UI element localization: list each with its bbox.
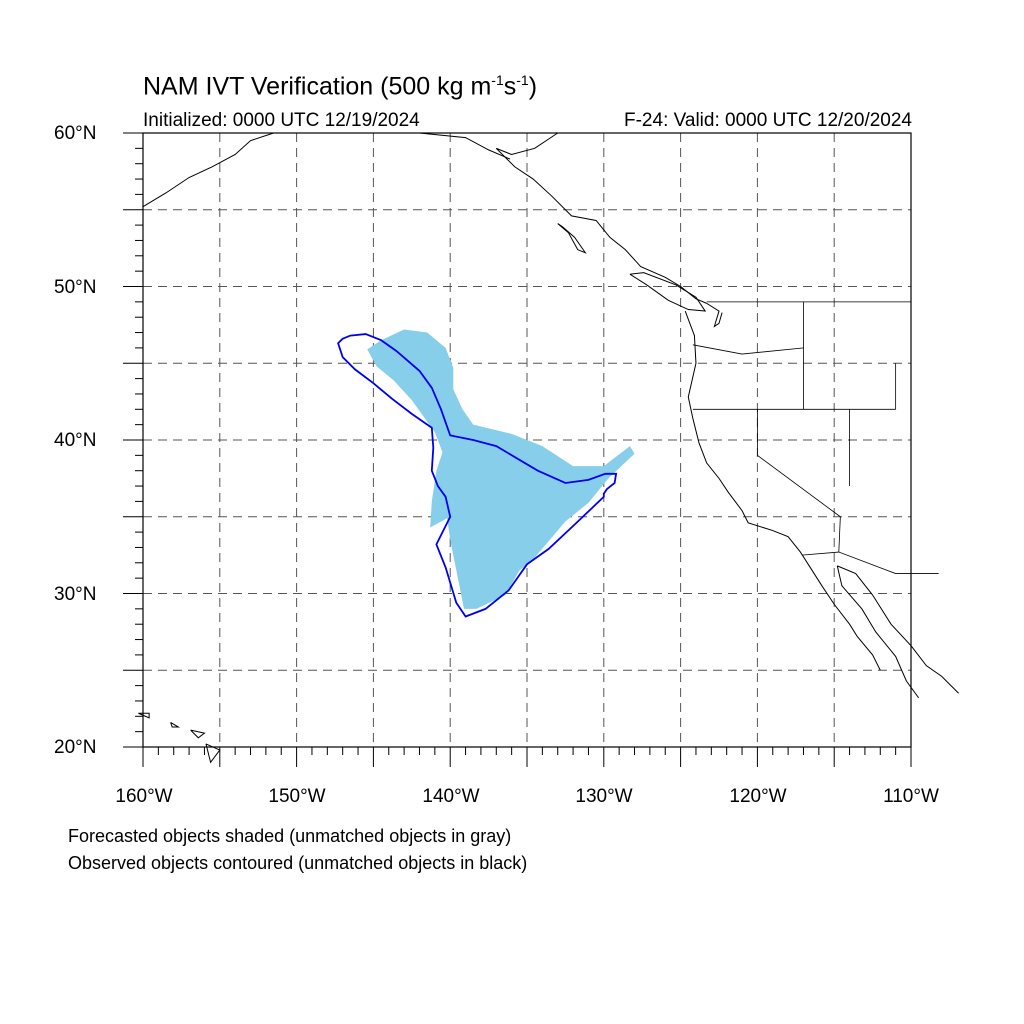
lon-label-160w: 160°W [115,786,173,807]
chart-title: NAM IVT Verification (500 kg m-1s-1) [143,72,538,101]
valid-time-label: F-24: Valid: 0000 UTC 12/20/2024 [624,110,912,131]
coastline-segment [170,722,181,728]
political-border [801,551,939,574]
lat-label-30: 30°N [54,584,97,605]
political-border [692,301,804,355]
axis-ticks [123,132,912,767]
lat-label-60: 60°N [54,123,97,144]
coastline-segment [190,729,206,739]
lat-label-20: 20°N [54,737,97,758]
coastline-segment [495,132,707,304]
init-time-label: Initialized: 0000 UTC 12/19/2024 [143,110,420,131]
coastlines [138,132,959,764]
lat-label-40: 40°N [54,430,97,451]
coastline-segment [836,565,920,699]
lon-label-140w: 140°W [422,786,480,807]
lon-label-130w: 130°W [575,786,633,807]
coastline-segment [142,132,274,208]
observed-legend-note: Observed objects contoured (unmatched ob… [68,853,528,873]
coastline-segment [557,223,587,254]
lon-label-110w: 110°W [883,786,939,807]
lon-label-120w: 120°W [729,786,787,807]
coastline-segment [138,712,150,719]
forecast-legend-note: Forecasted objects shaded (unmatched obj… [68,826,512,846]
lon-label-150w: 150°W [268,786,326,807]
political-border [757,409,841,553]
observed-object-contour [337,333,618,618]
coastline-segment [837,565,959,694]
coastline-segment [629,272,707,312]
coastline-segment [419,132,511,160]
coastline-segment [706,302,723,328]
coastline-segment [684,310,881,671]
lat-label-50: 50°N [54,277,97,298]
forecast-object-shaded [367,329,635,609]
